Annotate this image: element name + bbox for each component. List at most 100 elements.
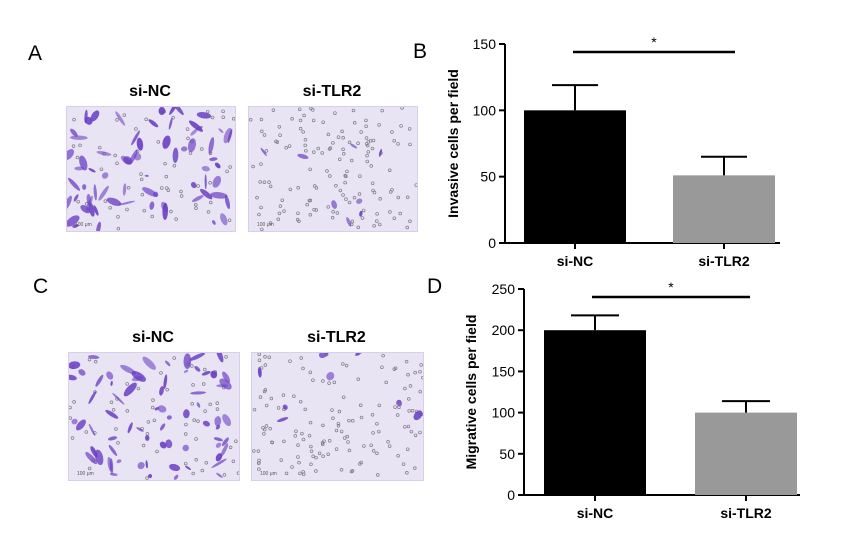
membrane-pore <box>392 216 397 220</box>
stained-cell <box>115 111 126 126</box>
membrane-pore <box>294 429 298 434</box>
membrane-pore <box>372 190 377 195</box>
micrograph-invasion-si-nc: 100 μm <box>66 106 236 232</box>
membrane-pore <box>337 157 342 161</box>
membrane-pore <box>405 471 409 475</box>
membrane-pore <box>387 168 392 172</box>
membrane-pore <box>312 150 316 154</box>
membrane-pore <box>418 369 422 374</box>
stained-cell <box>180 146 188 152</box>
membrane-pore <box>277 211 282 216</box>
membrane-pore <box>174 217 178 221</box>
stained-cell <box>85 452 98 465</box>
membrane-pore <box>396 142 400 146</box>
stained-cell <box>112 392 125 405</box>
membrane-pore <box>150 405 155 410</box>
membrane-pore <box>364 118 368 123</box>
membrane-pore <box>186 136 190 141</box>
membrane-pore <box>171 115 175 120</box>
stained-cell <box>209 157 218 161</box>
membrane-pore <box>377 403 382 408</box>
membrane-pore <box>268 184 273 189</box>
stained-cell <box>142 356 156 370</box>
membrane-pore <box>309 444 313 449</box>
stained-cell <box>154 407 160 411</box>
membrane-pore <box>152 418 157 423</box>
membrane-pore <box>370 146 375 151</box>
stained-cell <box>120 155 131 165</box>
stained-cell <box>356 198 363 204</box>
stained-cell <box>145 460 148 469</box>
membrane-pore <box>378 197 382 201</box>
stained-cell <box>96 150 112 156</box>
membrane-pore <box>236 471 239 475</box>
membrane-pore <box>390 130 394 134</box>
membrane-pore <box>113 153 117 158</box>
membrane-pore <box>350 469 355 473</box>
stained-cell <box>163 374 168 390</box>
membrane-pore <box>321 423 325 428</box>
stained-cell <box>106 371 114 380</box>
membrane-pore <box>344 363 349 368</box>
membrane-pore <box>378 222 382 227</box>
membrane-pore <box>308 420 313 425</box>
stained-cell <box>350 143 358 149</box>
membrane-pore <box>97 145 102 150</box>
stained-cell <box>148 474 153 478</box>
membrane-pore <box>298 399 303 404</box>
membrane-pore <box>331 416 335 421</box>
stained-cell <box>218 128 224 133</box>
membrane-pore <box>343 173 347 178</box>
membrane-pore <box>282 439 286 444</box>
membrane-pore <box>145 476 149 480</box>
membrane-pore <box>191 383 195 387</box>
membrane-pore <box>333 111 337 115</box>
membrane-pore <box>221 115 226 119</box>
image-label-top-left: si-NC <box>129 83 171 100</box>
membrane-pore <box>301 366 305 371</box>
membrane-pore <box>87 357 92 362</box>
stained-cell <box>159 386 164 396</box>
membrane-pore <box>256 449 261 453</box>
membrane-pore <box>134 127 138 131</box>
membrane-pore <box>194 206 198 210</box>
membrane-pore <box>321 120 325 124</box>
membrane-pore <box>288 359 292 363</box>
stained-cell <box>116 459 122 464</box>
membrane-pore <box>299 356 303 360</box>
membrane-pore <box>222 473 227 477</box>
membrane-pore <box>69 405 72 410</box>
membrane-pore <box>296 211 300 215</box>
membrane-pore <box>209 200 213 205</box>
stained-cell <box>201 165 210 172</box>
membrane-pore <box>267 180 271 184</box>
membrane-pore <box>163 161 167 166</box>
membrane-pore <box>380 108 384 113</box>
membrane-pore <box>326 205 331 209</box>
membrane-pore <box>413 466 417 470</box>
membrane-pore <box>257 461 261 465</box>
membrane-pore <box>169 209 173 214</box>
membrane-pore <box>311 378 315 382</box>
membrane-pore <box>296 186 300 190</box>
stained-cell <box>346 217 352 227</box>
membrane-pore <box>361 208 366 213</box>
membrane-pore <box>421 375 423 380</box>
membrane-pore <box>203 409 207 413</box>
stained-cell <box>75 419 86 431</box>
membrane-pore <box>292 394 296 399</box>
membrane-pore <box>270 440 274 445</box>
membrane-pore <box>191 471 195 476</box>
stained-cell <box>257 366 262 378</box>
membrane-pore <box>352 195 357 200</box>
x-tick-label: si-TLR2 <box>698 253 750 269</box>
stained-cell <box>331 200 338 209</box>
membrane-pore <box>390 187 394 192</box>
membrane-pore <box>201 382 206 386</box>
stained-cell <box>208 137 215 154</box>
membrane-pore <box>264 424 269 428</box>
stained-cell <box>172 107 184 116</box>
membrane-pore <box>403 386 407 391</box>
membrane-pore <box>360 216 365 220</box>
membrane-pore <box>115 118 119 122</box>
